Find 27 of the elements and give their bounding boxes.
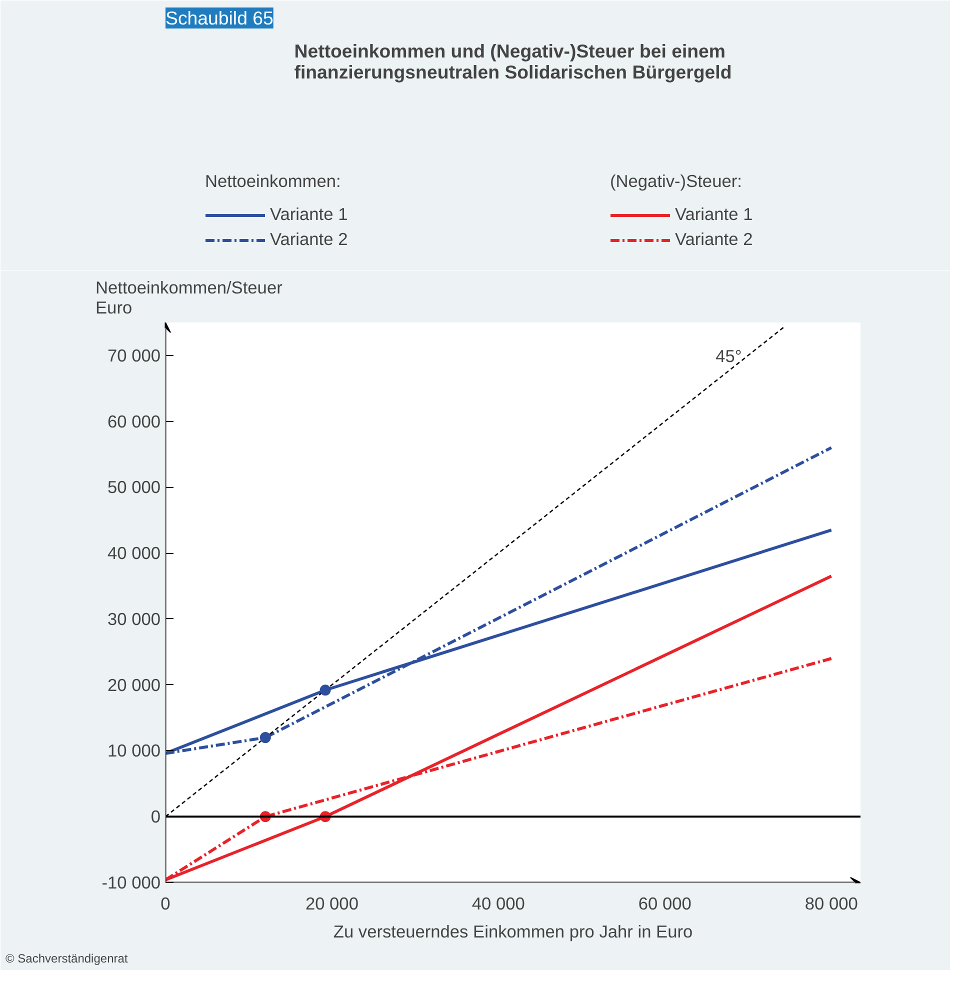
text: © Sachverständigenrat bbox=[6, 952, 128, 966]
y-tick-label: 10 000 bbox=[108, 740, 160, 761]
x-tick-label: 80 000 bbox=[804, 894, 858, 914]
y-tick-label: 70 000 bbox=[108, 345, 160, 366]
y-tick-label: 20 000 bbox=[108, 674, 160, 695]
y-tick-label: 50 000 bbox=[108, 477, 160, 498]
text: Nettoeinkommen: bbox=[205, 171, 341, 191]
y-tick-label: -10 000 bbox=[102, 872, 161, 892]
x-tick-label: 60 000 bbox=[638, 894, 692, 914]
legend-label: Variante 2 bbox=[675, 229, 753, 250]
y-tick-label: 0 bbox=[150, 806, 161, 827]
x-axis-title: Zu versteuerndes Einkommen pro Jahr in Euro bbox=[333, 922, 693, 942]
annotation: 45° bbox=[716, 346, 742, 366]
y-tick-label: 40 000 bbox=[108, 543, 160, 564]
text: Schaubild 65 bbox=[166, 8, 274, 28]
legend-label: Variante 2 bbox=[270, 229, 348, 250]
y-tick-label: 30 000 bbox=[108, 608, 160, 629]
text: (Negativ-)Steuer: bbox=[610, 171, 742, 191]
y-tick-label: 60 000 bbox=[108, 411, 160, 432]
legend-label: Variante 1 bbox=[675, 204, 753, 225]
y-axis-title: Nettoeinkommen/Steuer Euro bbox=[96, 278, 283, 318]
x-tick-label: 40 000 bbox=[472, 894, 525, 914]
point bbox=[320, 684, 331, 696]
chart-title: Nettoeinkommen und (Negativ-)Steuer bei einem finanzierungsneutralen Solidarischen Bürgergeld bbox=[294, 40, 732, 82]
legend-label: Variante 1 bbox=[270, 204, 348, 225]
point bbox=[260, 732, 271, 744]
x-tick-label: 20 000 bbox=[305, 894, 358, 914]
